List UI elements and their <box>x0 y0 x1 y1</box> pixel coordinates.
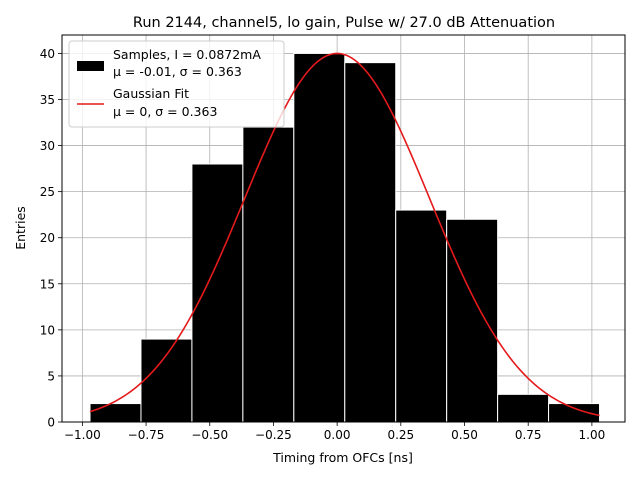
y-tick-label: 40 <box>40 47 55 61</box>
histogram-bars <box>89 52 601 423</box>
legend-box <box>68 40 285 128</box>
x-tick-label: −1.00 <box>64 428 101 442</box>
x-axis-ticks: −1.00 −0.75 −0.50 −0.25 0.00 0.25 0.50 0.75 1.00 <box>64 422 605 442</box>
x-tick-label: 0.25 <box>387 428 414 442</box>
plot-frame <box>61 34 626 423</box>
gaussian-fit <box>89 52 600 417</box>
legend-fit-label-line1: Gaussian Fit <box>113 86 189 101</box>
histogram-bar <box>395 209 448 423</box>
histogram-bar <box>242 126 295 423</box>
y-tick-label: 30 <box>40 139 55 153</box>
legend-samples-label-line2: μ = -0.01, σ = 0.363 <box>113 64 242 79</box>
chart-title: Run 2144, channel5, lo gain, Pulse w/ 27… <box>133 15 555 31</box>
legend-samples-swatch <box>77 61 104 71</box>
histogram-bar <box>89 403 142 423</box>
histogram-bar <box>191 163 244 423</box>
x-tick-label: −0.50 <box>191 428 228 442</box>
histogram-bar <box>548 403 601 423</box>
legend-fit-label-line2: μ = 0, σ = 0.363 <box>113 104 217 119</box>
x-tick-label: −0.25 <box>255 428 292 442</box>
x-tick-label: 1.00 <box>579 428 606 442</box>
y-tick-label: 20 <box>40 231 55 245</box>
gaussian-fit-curve <box>89 52 600 417</box>
y-tick-label: 5 <box>47 369 55 383</box>
y-axis-label: Entries <box>13 206 28 250</box>
histogram-bar <box>344 62 397 423</box>
y-tick-label: 0 <box>47 416 55 430</box>
x-axis-label: Timing from OFCs [ns] <box>272 450 413 465</box>
y-axis-ticks: 0 5 10 15 20 25 30 35 40 <box>40 47 62 430</box>
x-tick-label: 0.50 <box>451 428 478 442</box>
legend: Samples, I = 0.0872mA μ = -0.01, σ = 0.3… <box>68 40 285 128</box>
x-tick-label: 0.75 <box>515 428 542 442</box>
legend-samples-label-line1: Samples, I = 0.0872mA <box>113 47 261 62</box>
y-tick-label: 15 <box>40 277 55 291</box>
y-tick-label: 10 <box>40 323 55 337</box>
histogram-bar <box>140 338 193 423</box>
x-tick-label: 0.00 <box>324 428 351 442</box>
y-tick-label: 35 <box>40 93 55 107</box>
x-tick-label: −0.75 <box>128 428 165 442</box>
histogram-bar <box>446 218 499 423</box>
y-tick-label: 25 <box>40 185 55 199</box>
histogram-bar <box>497 393 550 423</box>
histogram-bar <box>293 52 346 423</box>
